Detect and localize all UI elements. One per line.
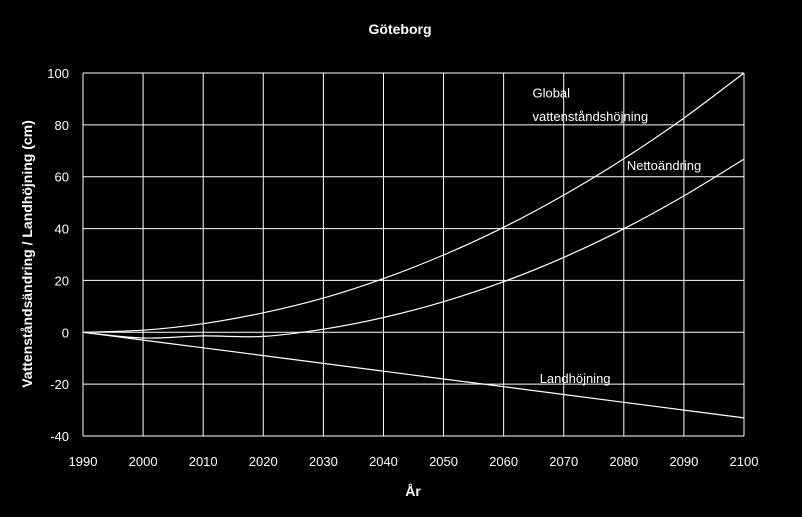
x-tick-label: 2050	[429, 454, 458, 469]
series-label: Landhöjning	[540, 371, 611, 386]
y-tick-label: -40	[50, 429, 69, 444]
grid	[82, 72, 745, 437]
series-group	[82, 72, 745, 419]
y-axis-label: Vattenståndsändring / Landhöjning (cm)	[19, 120, 35, 388]
x-tick-label: 2030	[309, 454, 338, 469]
x-tick-label: 2070	[549, 454, 578, 469]
x-tick-label: 1990	[69, 454, 98, 469]
y-tick-label: 80	[55, 118, 69, 133]
series-labels: Global vattenståndshöjning Nettoändring Lan…	[532, 86, 701, 386]
series-line-1	[82, 158, 745, 339]
series-line-2	[82, 331, 745, 419]
y-tick-label: 20	[55, 273, 69, 288]
x-tick-label: 2020	[249, 454, 278, 469]
x-tick-label: 2010	[189, 454, 218, 469]
tick-labels: 1990 2000 2010 2020 2030 2040 2050 2060 2070 2080…	[47, 66, 758, 469]
x-axis-label: År	[405, 483, 421, 499]
x-tick-label: 2060	[489, 454, 518, 469]
x-tick-label: 2080	[609, 454, 638, 469]
y-tick-label: -20	[50, 377, 69, 392]
series-label: vattenståndshöjning	[532, 109, 648, 124]
y-tick-label: 100	[47, 66, 69, 81]
x-tick-label: 2100	[730, 454, 759, 469]
y-tick-label: 0	[62, 325, 69, 340]
x-tick-label: 2090	[669, 454, 698, 469]
y-tick-label: 40	[55, 222, 69, 237]
series-line-0	[82, 72, 745, 333]
x-tick-label: 2040	[369, 454, 398, 469]
series-label: Global	[532, 86, 570, 101]
x-tick-label: 2000	[129, 454, 158, 469]
chart-title: Göteborg	[369, 21, 432, 37]
series-label: Nettoändring	[627, 158, 701, 173]
y-tick-label: 60	[55, 170, 69, 185]
